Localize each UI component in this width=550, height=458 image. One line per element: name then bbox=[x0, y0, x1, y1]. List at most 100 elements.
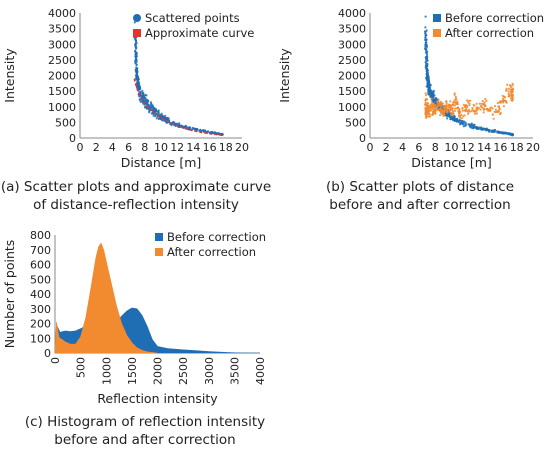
data-point bbox=[509, 84, 512, 87]
data-point bbox=[167, 117, 170, 120]
data-point bbox=[431, 101, 434, 104]
data-point bbox=[501, 132, 505, 135]
data-point bbox=[468, 104, 471, 107]
data-point bbox=[493, 129, 496, 132]
y-tick-label: 3500 bbox=[48, 23, 76, 36]
data-point bbox=[437, 104, 440, 107]
x-tick-label: 1500 bbox=[126, 357, 139, 385]
data-point bbox=[451, 103, 454, 107]
x-tick-label: 16 bbox=[203, 141, 217, 154]
data-point bbox=[473, 123, 476, 126]
data-point bbox=[428, 113, 431, 116]
data-point bbox=[444, 100, 448, 103]
x-tick-label: 2 bbox=[383, 141, 390, 154]
data-point bbox=[424, 26, 427, 29]
data-point bbox=[149, 101, 152, 104]
data-point bbox=[424, 101, 427, 105]
data-point bbox=[428, 109, 431, 112]
x-tick-label: 0 bbox=[367, 141, 374, 154]
data-point bbox=[425, 110, 428, 113]
data-point bbox=[510, 90, 513, 93]
x-tick-label: 3000 bbox=[203, 357, 216, 385]
data-point bbox=[482, 111, 485, 114]
x-tick-label: 0 bbox=[77, 141, 84, 154]
data-point bbox=[483, 105, 486, 108]
caption-c-line-2: before and after correction bbox=[54, 432, 236, 448]
data-point bbox=[135, 42, 138, 45]
legend-label: Before correction bbox=[167, 230, 266, 244]
data-point bbox=[137, 83, 140, 87]
x-tick-label: 6 bbox=[415, 141, 422, 154]
data-point bbox=[509, 97, 512, 100]
x-tick-label: 20 bbox=[235, 141, 249, 154]
data-point bbox=[140, 100, 143, 103]
data-point bbox=[430, 106, 433, 109]
data-point bbox=[433, 98, 437, 101]
caption-c: (c) Histogram of reflection intensity be… bbox=[0, 413, 290, 449]
data-point bbox=[460, 119, 463, 122]
data-point bbox=[141, 92, 144, 95]
x-axis-title: Distance [m] bbox=[121, 155, 202, 170]
data-point bbox=[464, 124, 467, 127]
data-point bbox=[450, 117, 453, 120]
data-point bbox=[432, 97, 435, 100]
x-tick-label: 18 bbox=[219, 141, 233, 154]
data-point bbox=[501, 94, 504, 97]
data-point bbox=[444, 106, 447, 109]
data-point bbox=[457, 110, 460, 113]
data-point bbox=[459, 116, 462, 119]
data-point bbox=[425, 41, 428, 44]
data-point bbox=[183, 125, 187, 128]
data-point bbox=[441, 102, 444, 105]
caption-a: (a) Scatter plots and approximate curve … bbox=[0, 178, 272, 214]
data-point bbox=[486, 129, 489, 132]
data-point bbox=[511, 97, 515, 100]
data-point bbox=[506, 83, 509, 86]
caption-b: (b) Scatter plots of distance before and… bbox=[290, 178, 550, 214]
data-point bbox=[427, 105, 430, 108]
data-point bbox=[427, 78, 430, 82]
data-point bbox=[134, 49, 137, 53]
data-point bbox=[494, 105, 497, 108]
data-point bbox=[426, 85, 430, 88]
data-point bbox=[453, 109, 456, 112]
data-point bbox=[138, 91, 141, 94]
data-point bbox=[135, 68, 139, 71]
data-point bbox=[511, 99, 514, 102]
data-point bbox=[483, 107, 486, 111]
data-point bbox=[449, 100, 452, 103]
x-tick-label: 8 bbox=[432, 141, 439, 154]
data-point bbox=[468, 110, 471, 113]
data-point bbox=[458, 114, 461, 117]
data-point bbox=[489, 109, 492, 112]
data-point bbox=[157, 111, 160, 114]
legend-marker bbox=[155, 233, 163, 241]
data-point bbox=[450, 112, 453, 115]
data-point bbox=[460, 121, 463, 124]
data-point bbox=[475, 102, 478, 105]
caption-c-line-1: (c) Histogram of reflection intensity bbox=[24, 414, 266, 430]
data-point bbox=[429, 83, 432, 86]
data-point bbox=[505, 101, 508, 104]
data-point bbox=[425, 43, 428, 46]
data-point bbox=[134, 36, 137, 39]
y-tick-label: 2000 bbox=[338, 70, 366, 83]
data-point bbox=[464, 105, 467, 108]
data-point bbox=[465, 103, 468, 107]
x-tick-label: 8 bbox=[141, 141, 148, 154]
data-point bbox=[135, 64, 138, 67]
y-tick-label: 4000 bbox=[48, 7, 76, 20]
data-point bbox=[135, 77, 138, 80]
data-point bbox=[455, 120, 459, 123]
data-point bbox=[157, 109, 160, 112]
data-point bbox=[494, 110, 497, 114]
caption-a-line-2: of distance-reflection intensity bbox=[33, 197, 239, 213]
data-point bbox=[427, 91, 430, 94]
data-point bbox=[502, 99, 505, 102]
data-point bbox=[135, 46, 138, 49]
data-point bbox=[455, 117, 459, 121]
y-tick-label: 0 bbox=[69, 132, 76, 145]
x-tick-label: 20 bbox=[526, 141, 540, 154]
data-point bbox=[134, 43, 137, 47]
data-point bbox=[155, 117, 158, 120]
